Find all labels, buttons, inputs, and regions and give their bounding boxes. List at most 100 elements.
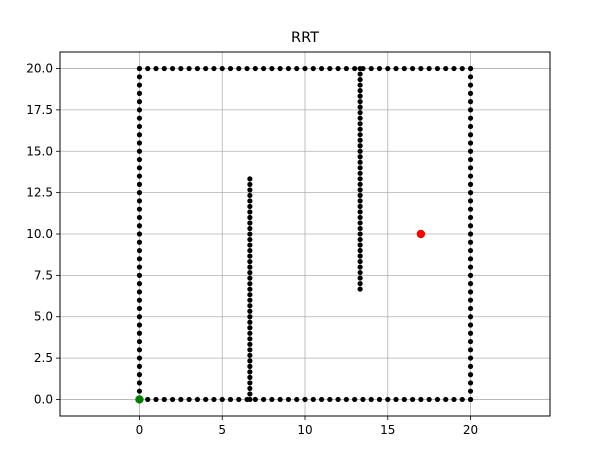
- obstacle-point: [357, 137, 363, 143]
- obstacle-point: [343, 396, 349, 403]
- obstacle-point: [136, 190, 143, 196]
- obstacle-point: [357, 203, 363, 209]
- obstacle-point: [357, 286, 363, 292]
- obstacle-point: [467, 181, 474, 187]
- obstacle-point: [357, 236, 363, 243]
- obstacle-point: [393, 396, 399, 403]
- obstacle-point: [418, 65, 424, 72]
- obstacle-point: [247, 281, 253, 287]
- obstacle-point: [467, 396, 474, 403]
- obstacle-point: [393, 65, 399, 72]
- obstacle-point: [357, 220, 363, 226]
- obstacle-point: [285, 396, 292, 403]
- obstacle-point: [357, 93, 363, 99]
- y-tick-label: 12.5: [26, 186, 53, 200]
- obstacle-point: [357, 225, 363, 232]
- obstacle-point: [467, 65, 474, 72]
- y-tick-label: 7.5: [34, 268, 53, 282]
- obstacle-point: [451, 396, 457, 403]
- obstacle-point: [178, 65, 184, 72]
- obstacle-point: [467, 132, 474, 138]
- obstacle-point: [247, 275, 253, 281]
- obstacle-point: [467, 90, 474, 96]
- obstacle-point: [467, 214, 474, 221]
- obstacle-point: [467, 297, 474, 303]
- obstacle-point: [136, 173, 143, 179]
- obstacle-point: [467, 281, 474, 287]
- obstacle-point: [261, 396, 267, 403]
- obstacle-point: [357, 121, 363, 127]
- obstacle-point: [136, 140, 143, 146]
- obstacle-point: [318, 396, 325, 403]
- obstacle-point: [247, 374, 253, 380]
- obstacle-point: [335, 396, 341, 403]
- obstacle-point: [467, 355, 474, 361]
- obstacle-point: [136, 239, 143, 245]
- y-tick-label: 2.5: [34, 351, 53, 365]
- obstacle-point: [401, 65, 407, 72]
- obstacle-point: [136, 314, 143, 320]
- obstacle-point: [368, 65, 374, 72]
- obstacle-point: [136, 256, 143, 262]
- goal-point: [416, 229, 426, 239]
- obstacle-point: [467, 314, 474, 320]
- obstacle-point: [153, 65, 159, 72]
- obstacle-point: [247, 220, 253, 226]
- obstacle-point: [247, 253, 253, 259]
- obstacle-point: [357, 132, 363, 138]
- obstacle-point: [247, 264, 253, 270]
- obstacle-point: [277, 65, 283, 72]
- obstacle-point: [357, 143, 363, 149]
- obstacle-point: [247, 214, 253, 221]
- obstacle-point: [247, 286, 253, 292]
- obstacle-point: [357, 247, 363, 254]
- obstacle-point: [385, 396, 391, 403]
- obstacle-point: [269, 65, 275, 72]
- obstacle-point: [247, 203, 253, 210]
- obstacle-point: [467, 388, 474, 394]
- obstacle-point: [261, 65, 267, 72]
- obstacle-point: [467, 256, 474, 262]
- obstacle-point: [357, 165, 363, 171]
- obstacle-point: [357, 71, 363, 77]
- obstacle-point: [335, 65, 341, 72]
- obstacle-point: [247, 308, 253, 314]
- obstacle-point: [352, 396, 358, 403]
- obstacle-point: [247, 363, 253, 369]
- obstacle-point: [310, 396, 316, 403]
- y-tick-label: 15.0: [26, 144, 53, 158]
- obstacle-point: [136, 338, 143, 345]
- obstacle-point: [136, 198, 143, 204]
- obstacle-point: [227, 65, 234, 72]
- obstacle-point: [467, 156, 474, 163]
- obstacle-point: [227, 396, 234, 403]
- obstacle-point: [136, 247, 143, 254]
- y-tick-label: 5.0: [34, 310, 53, 324]
- obstacle-point: [434, 396, 441, 403]
- obstacle-point: [443, 65, 449, 72]
- obstacle-point: [247, 259, 253, 265]
- obstacle-point: [357, 104, 363, 110]
- obstacle-point: [247, 292, 253, 298]
- obstacle-point: [136, 115, 143, 121]
- obstacle-point: [247, 209, 253, 215]
- obstacle-point: [211, 396, 217, 403]
- obstacle-point: [357, 280, 363, 287]
- obstacle-point: [467, 305, 474, 312]
- obstacle-point: [357, 214, 363, 221]
- obstacle-point: [302, 65, 308, 72]
- obstacle-point: [467, 322, 474, 328]
- axis-ticks: 0 5 10 15 20 0.0 2.5 5.0 7.5 10.0 12.5 15.0 17.5 20.0: [26, 62, 478, 437]
- obstacle-point: [357, 82, 363, 88]
- obstacle-point: [247, 181, 253, 188]
- obstacle-point: [385, 65, 391, 72]
- obstacle-point: [285, 65, 292, 72]
- obstacle-point: [459, 65, 465, 72]
- obstacle-point: [178, 396, 184, 403]
- obstacle-point: [247, 303, 253, 309]
- obstacle-point: [136, 372, 143, 378]
- obstacle-point: [467, 372, 474, 378]
- obstacle-point: [376, 65, 383, 72]
- obstacle-point: [247, 231, 253, 237]
- obstacle-point: [136, 388, 143, 394]
